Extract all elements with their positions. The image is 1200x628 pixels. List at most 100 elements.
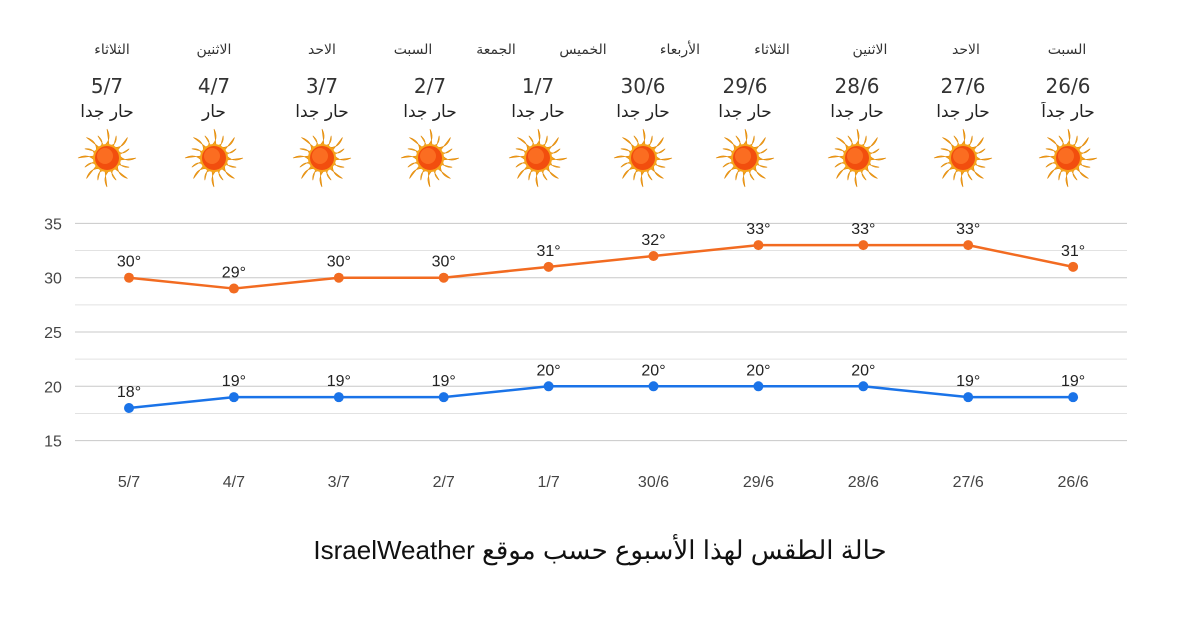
forecast-condition: حار جدا: [403, 102, 457, 122]
data-point: [1068, 261, 1079, 272]
x-tick-label: 30/6: [638, 474, 669, 491]
data-point: [858, 240, 869, 251]
forecast-day: 28/6 حار جدا: [805, 0, 909, 200]
data-label: 33°: [851, 221, 875, 238]
forecast-condition: حار جدا: [616, 102, 670, 122]
data-point: [753, 381, 764, 392]
forecast-day: 30/6 حار جدا: [591, 0, 695, 200]
data-label: 20°: [641, 362, 665, 379]
data-label: 19°: [432, 373, 456, 390]
data-point: [333, 392, 344, 403]
forecast-date: 5/7: [90, 74, 124, 98]
sun-icon: [292, 128, 352, 188]
forecast-strip: الثلاثاء الاثنين الاحد السبت الجمعة الخميس الأ…: [0, 0, 1200, 200]
y-tick-label: 25: [44, 325, 62, 342]
data-point: [963, 240, 974, 251]
forecast-condition: حار جداً: [1041, 102, 1095, 122]
day-name: السبت: [393, 42, 433, 58]
day-name: الأربعاء: [659, 42, 701, 58]
forecast-day: 2/7 حار جدا: [378, 0, 482, 200]
forecast-condition: حار جدا: [295, 102, 349, 122]
forecast-date: 1/7: [521, 74, 555, 98]
data-label: 20°: [746, 362, 770, 379]
data-point: [228, 283, 239, 294]
forecast-condition: حار: [202, 102, 226, 122]
temperature-chart: 15 20 25 30 35 5/7 4/7 3/7 2/7 1/7 30/6 29/6 28/6 27/…: [44, 216, 1127, 491]
x-tick-label: 26/6: [1058, 474, 1089, 491]
forecast-date: 30/6: [620, 74, 666, 98]
data-point: [648, 250, 659, 261]
data-label: 20°: [536, 362, 560, 379]
forecast-condition: حار جدا: [511, 102, 565, 122]
data-point: [438, 272, 449, 283]
y-tick-label: 30: [44, 271, 62, 288]
data-point: [858, 381, 869, 392]
data-point: [753, 240, 764, 251]
series-line: [128, 385, 1074, 410]
forecast-condition: حار جدا: [718, 102, 772, 122]
sun-icon: [508, 128, 568, 188]
data-label: 32°: [641, 232, 665, 249]
day-name: الاثنين: [196, 42, 232, 58]
sun-icon: [613, 128, 673, 188]
day-name: الاحد: [952, 42, 980, 58]
x-tick-label: 2/7: [433, 474, 455, 491]
forecast-date: 29/6: [722, 74, 768, 98]
data-label: 19°: [222, 373, 246, 390]
data-label: 20°: [851, 362, 875, 379]
data-label: 19°: [1061, 373, 1085, 390]
day-name: الثلاثاء: [754, 42, 790, 58]
data-point: [228, 392, 239, 403]
y-tick-label: 35: [44, 216, 62, 233]
series-line: [128, 243, 1074, 290]
day-name: الاثنين: [852, 42, 888, 58]
forecast-condition: حار جدا: [80, 102, 134, 122]
forecast-day: 27/6 حار جدا: [911, 0, 1015, 200]
forecast-day: 29/6 حار جدا: [693, 0, 797, 200]
data-label: 30°: [432, 254, 456, 271]
data-label: 33°: [956, 221, 980, 238]
day-name: الثلاثاء: [94, 42, 130, 58]
data-point: [333, 272, 344, 283]
forecast-date: 2/7: [413, 74, 447, 98]
data-label: 31°: [1061, 243, 1085, 260]
sun-icon: [400, 128, 460, 188]
day-name: السبت: [1047, 42, 1087, 58]
data-point: [124, 272, 134, 283]
sun-icon: [715, 128, 775, 188]
data-label: 19°: [327, 373, 351, 390]
forecast-day: 3/7 حار جدا: [270, 0, 374, 200]
forecast-date: 4/7: [197, 74, 231, 98]
x-tick-label: 4/7: [223, 474, 245, 491]
data-point: [963, 392, 974, 403]
data-label: 29°: [222, 265, 246, 282]
day-name: الاحد: [308, 42, 336, 58]
forecast-day: 26/6 حار جداً: [1016, 0, 1120, 200]
data-label: 18°: [117, 384, 141, 401]
forecast-date: 27/6: [940, 74, 986, 98]
forecast-condition: حار جدا: [936, 102, 990, 122]
x-tick-label: 5/7: [118, 474, 140, 491]
day-name: الجمعة: [476, 42, 516, 58]
data-point: [543, 381, 554, 392]
day-name: الخميس: [559, 42, 607, 58]
data-label: 31°: [536, 243, 560, 260]
forecast-day: 4/7 حار: [162, 0, 266, 200]
data-label: 19°: [956, 373, 980, 390]
y-tick-label: 15: [44, 434, 62, 451]
data-label: 30°: [327, 254, 351, 271]
sun-icon: [1038, 128, 1098, 188]
forecast-day: 5/7 حار جدا: [55, 0, 159, 200]
caption: حالة الطقس لهذا الأسبوع حسب موقع IsraelW…: [313, 535, 887, 565]
data-label: 33°: [746, 221, 770, 238]
data-point: [1068, 392, 1079, 403]
data-label: 30°: [117, 254, 141, 271]
sun-icon: [933, 128, 993, 188]
y-tick-label: 20: [44, 379, 62, 396]
forecast-condition: حار جدا: [830, 102, 884, 122]
x-tick-label: 1/7: [537, 474, 559, 491]
forecast-date: 28/6: [834, 74, 880, 98]
sun-icon: [77, 128, 137, 188]
data-point: [438, 392, 449, 403]
x-tick-label: 3/7: [328, 474, 350, 491]
